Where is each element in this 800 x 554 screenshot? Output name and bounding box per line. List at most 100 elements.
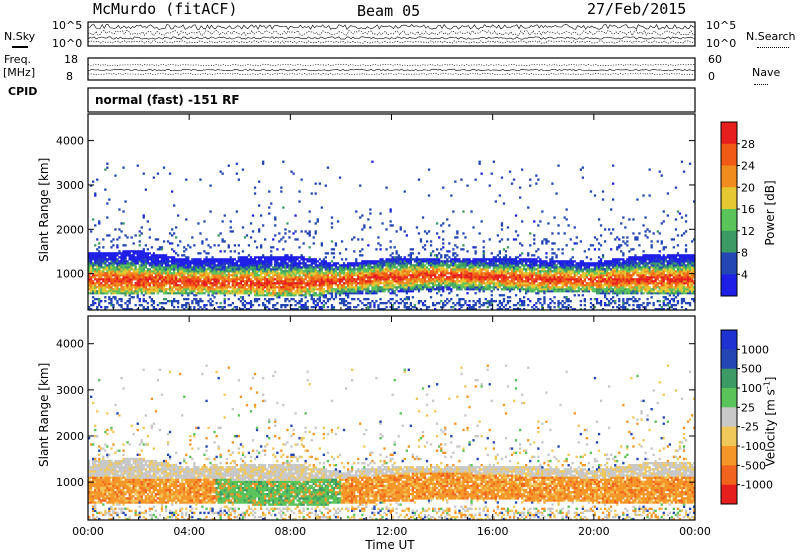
heatmap-cell [545, 252, 548, 255]
heatmap-cell [389, 260, 392, 263]
heatmap-cell [294, 290, 297, 293]
heatmap-cell [442, 242, 445, 245]
heatmap-cell [478, 282, 481, 285]
heatmap-cell [423, 278, 427, 281]
heatmap-cell [144, 252, 147, 255]
heatmap-cell [168, 264, 172, 267]
heatmap-cell [460, 268, 463, 271]
heatmap-cell [440, 266, 443, 269]
heatmap-cell [211, 262, 214, 265]
heatmap-cell [444, 260, 447, 263]
heatmap-cell [264, 272, 267, 275]
heatmap-cell [488, 288, 491, 291]
heatmap-cell [306, 258, 309, 261]
heatmap-cell [122, 264, 125, 267]
heatmap-cell [521, 244, 524, 247]
heatmap-cell [555, 290, 558, 293]
heatmap-cell [318, 286, 321, 289]
heatmap-cell [486, 258, 489, 261]
heatmap-cell [454, 266, 457, 269]
heatmap-cell [215, 274, 218, 277]
heatmap-cell [94, 264, 97, 267]
heatmap-cell [122, 268, 125, 271]
heatmap-cell [545, 266, 548, 269]
heatmap-cell [249, 304, 253, 307]
heatmap-cell [508, 268, 512, 271]
heatmap-cell [377, 270, 380, 273]
heatmap-cell [193, 286, 196, 289]
heatmap-cell [458, 266, 461, 269]
heatmap-cell [347, 264, 350, 267]
heatmap-cell [280, 280, 283, 283]
heatmap-cell [118, 266, 121, 269]
heatmap-cell [158, 264, 162, 267]
heatmap-cell [217, 272, 220, 275]
heatmap-cell [472, 262, 475, 265]
heatmap-cell [419, 264, 423, 267]
heatmap-cell [436, 284, 439, 287]
heatmap-cell [421, 282, 425, 285]
heatmap-cell [189, 276, 192, 279]
heatmap-cell [415, 284, 419, 287]
heatmap-cell [90, 266, 93, 269]
heatmap-cell [122, 260, 125, 263]
heatmap-cell [399, 280, 402, 283]
heatmap-cell [508, 284, 512, 287]
heatmap-cell [514, 308, 518, 311]
heatmap-cell [215, 268, 218, 271]
heatmap-cell [211, 266, 214, 269]
heatmap-cell [332, 264, 336, 267]
heatmap-cell [496, 280, 499, 283]
heatmap-cell [332, 248, 336, 251]
heatmap-cell [164, 284, 168, 287]
heatmap-cell [96, 272, 99, 275]
heatmap-cell [450, 276, 453, 279]
heatmap-cell [136, 274, 139, 277]
heatmap-cell [122, 292, 125, 295]
heatmap-cell [292, 284, 295, 287]
heatmap-cell [458, 304, 461, 307]
heatmap-cell [387, 262, 390, 265]
heatmap-cell [545, 280, 548, 283]
heatmap-cell [537, 260, 540, 263]
heatmap-cell [116, 270, 119, 273]
heatmap-cell [553, 290, 556, 293]
heatmap-cell [144, 280, 147, 283]
heatmap-cell [201, 274, 204, 277]
heatmap-cell [197, 278, 200, 281]
heatmap-cell [454, 308, 457, 311]
heatmap-cell [365, 292, 368, 295]
heatmap-cell [203, 276, 206, 279]
heatmap-cell [468, 304, 471, 307]
heatmap-cell [144, 266, 147, 269]
heatmap-cell [138, 240, 141, 243]
heatmap-cell [203, 266, 206, 269]
heatmap-cell [460, 270, 463, 273]
heatmap-cell [395, 262, 398, 265]
heatmap-cell [94, 284, 97, 287]
heatmap-cell [353, 286, 356, 289]
heatmap-cell [221, 282, 224, 285]
heatmap-cell [523, 260, 526, 263]
heatmap-cell [290, 260, 293, 263]
heatmap-cell [326, 286, 330, 289]
heatmap-cell [274, 224, 277, 227]
heatmap-cell [219, 264, 222, 267]
heatmap-cell [201, 292, 204, 295]
heatmap-cell [209, 262, 212, 265]
heatmap-cell [377, 272, 380, 275]
heatmap-cell [92, 300, 95, 303]
heatmap-cell [90, 264, 93, 267]
heatmap-cell [156, 278, 160, 281]
heatmap-cell [146, 272, 149, 275]
heatmap-cell [219, 292, 222, 295]
heatmap-cell [260, 268, 263, 271]
heatmap-cell [243, 258, 247, 261]
heatmap-cell [434, 280, 437, 283]
heatmap-cell [405, 272, 408, 275]
heatmap-cell [211, 260, 214, 263]
heatmap-cell [504, 268, 508, 271]
heatmap-cell [336, 288, 340, 291]
heatmap-cell [116, 262, 119, 265]
heatmap-cell [332, 282, 336, 285]
